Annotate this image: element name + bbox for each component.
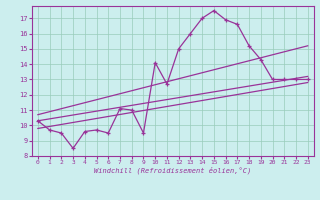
X-axis label: Windchill (Refroidissement éolien,°C): Windchill (Refroidissement éolien,°C)	[94, 167, 252, 174]
